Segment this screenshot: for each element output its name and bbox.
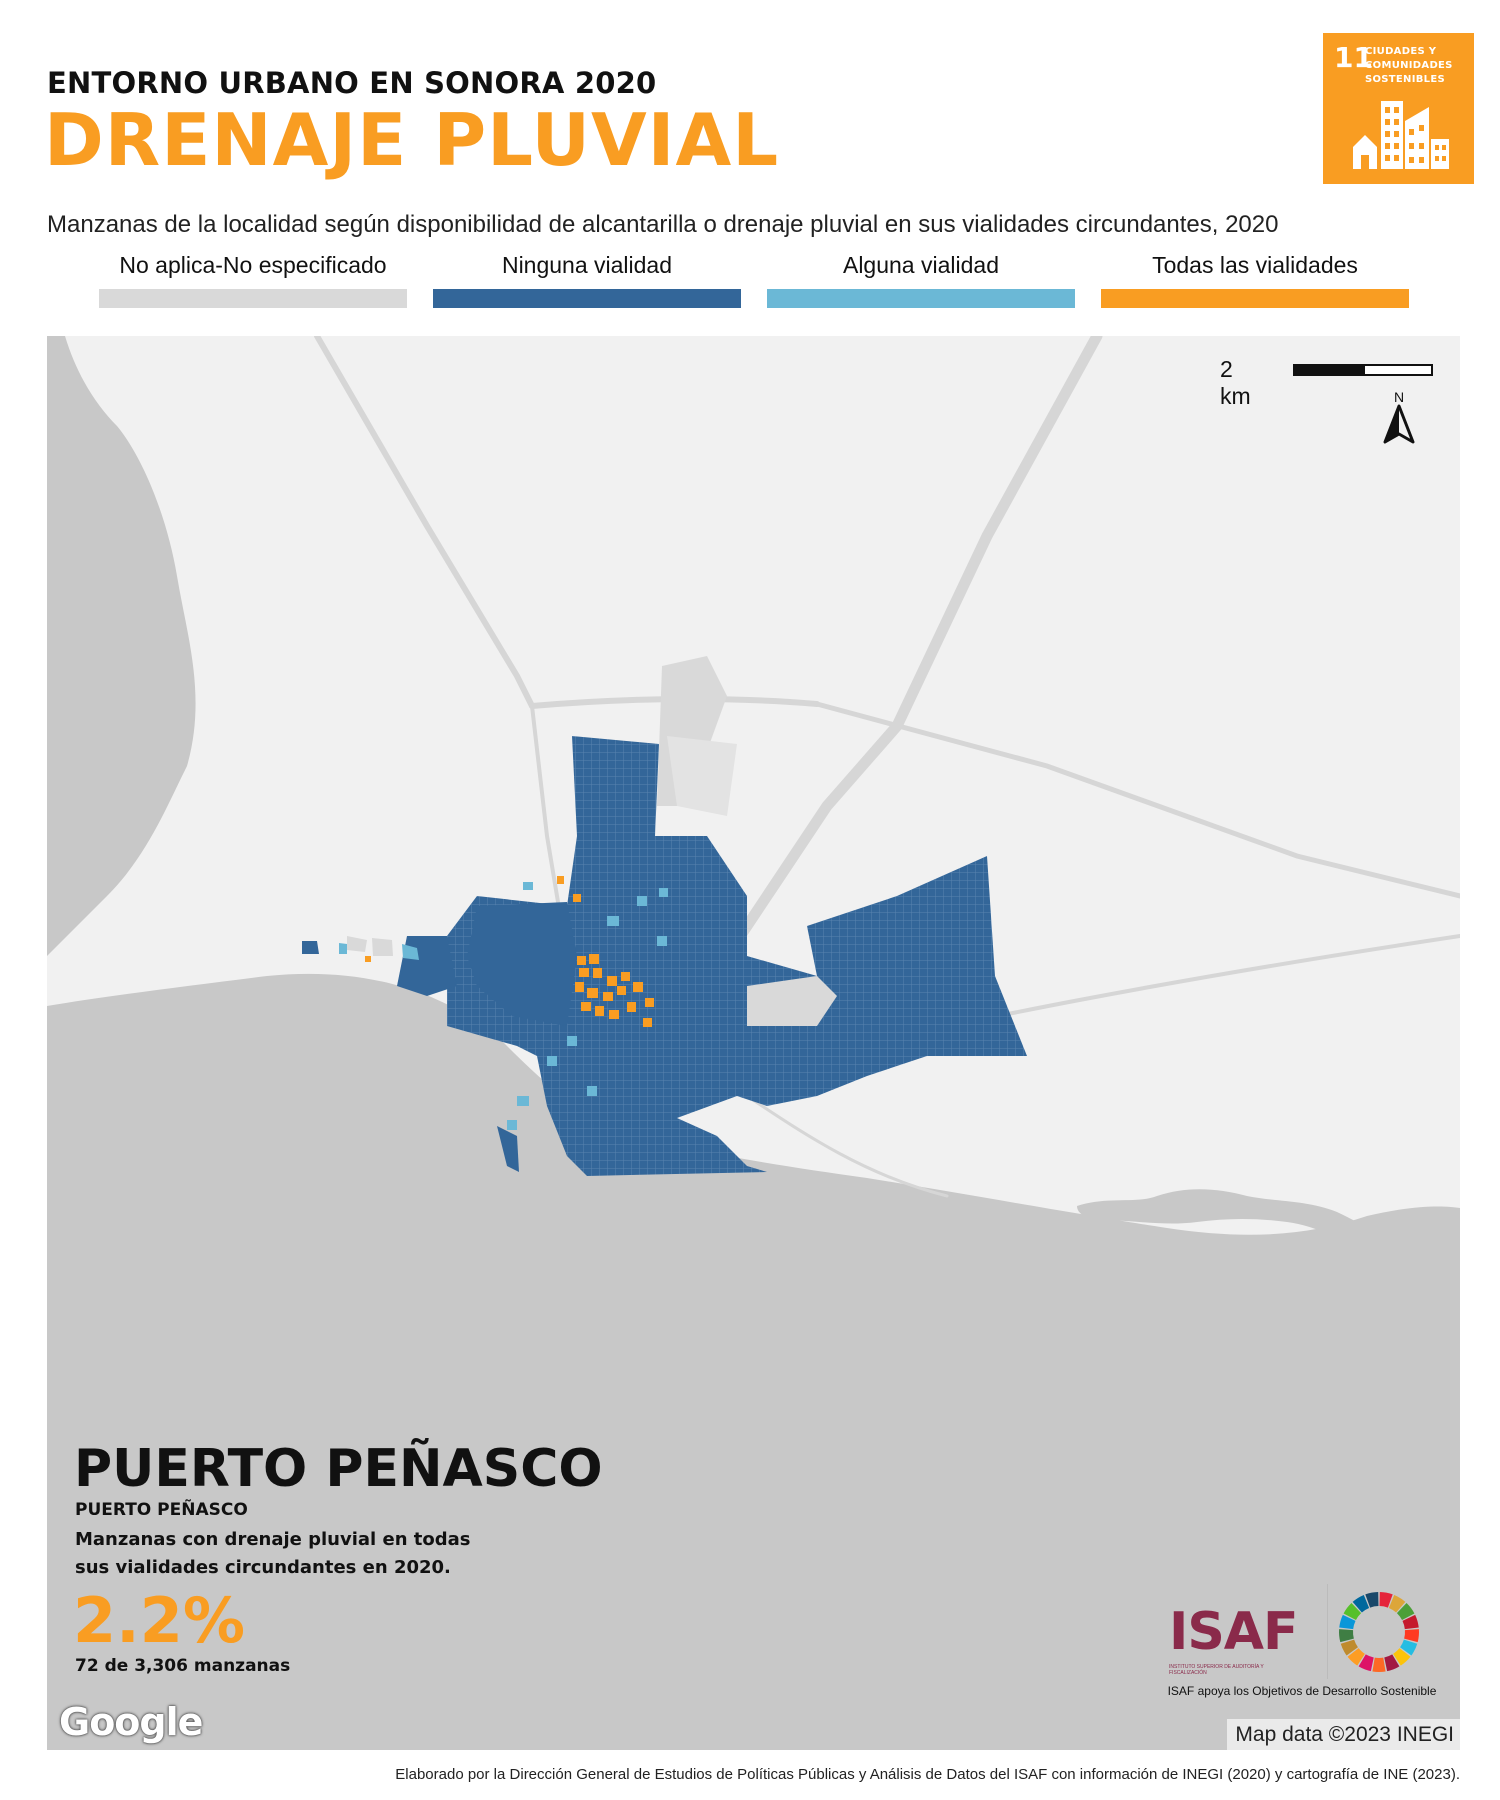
sdg-wheel-segment: [1340, 1639, 1358, 1656]
legend-label: Todas las vialidades: [1152, 252, 1358, 278]
municipality-name: PUERTO PEÑASCO: [75, 1500, 248, 1520]
map-attribution: Map data ©2023 INEGI: [1227, 1719, 1460, 1750]
sdg-wheel-segment: [1352, 1594, 1370, 1613]
sdg-wheel-segment: [1384, 1654, 1400, 1672]
map-basemap: [47, 336, 1460, 1750]
sdg-wheel-segment: [1358, 1654, 1374, 1672]
legend-label: Ninguna vialidad: [501, 252, 673, 278]
legend-item-no-aplica: No aplica-No especificado: [99, 252, 407, 312]
legend-swatch: [1101, 289, 1409, 308]
sdg-wheel-segment: [1339, 1629, 1354, 1643]
map-canvas[interactable]: 2 km N PUERTO PEÑASCO PUERTO PEÑASCO Man…: [47, 336, 1460, 1750]
sdg-wheel-segment: [1379, 1592, 1393, 1608]
north-arrow-icon: N: [1383, 390, 1415, 444]
sdg-wheel-segment: [1347, 1648, 1365, 1666]
sdg-wheel-segment: [1393, 1648, 1411, 1666]
legend-label: Alguna vialidad: [842, 252, 999, 278]
sdg-wheel-segment: [1365, 1592, 1379, 1608]
ods-11-badge: 11 CIUDADES Y COMUNIDADES SOSTENIBLES: [1323, 33, 1474, 184]
north-label: N: [1394, 390, 1404, 405]
ods-label: CIUDADES Y COMUNIDADES SOSTENIBLES: [1365, 46, 1453, 85]
sdg-wheel-segment: [1339, 1614, 1356, 1630]
scale-label: 2 km: [1220, 356, 1251, 409]
sea-west: [47, 336, 196, 956]
ods-number: 11: [1334, 41, 1373, 74]
legend-item-todas: Todas las vialidades: [1101, 252, 1409, 312]
indicator-count: 72 de 3,306 manzanas: [75, 1656, 291, 1676]
logo-divider: [1327, 1584, 1328, 1679]
sdg-wheel-segment: [1396, 1602, 1415, 1620]
isaf-logo-subtext: INSTITUTO SUPERIOR DE AUDITORÍA Y FISCAL…: [1169, 1664, 1264, 1676]
legend-item-alguna: Alguna vialidad: [767, 252, 1075, 312]
city-buildings-icon: [1353, 101, 1449, 169]
locality-name: PUERTO PEÑASCO: [74, 1439, 603, 1499]
logos-caption: ISAF apoya los Objetivos de Desarrollo S…: [1167, 1684, 1437, 1698]
isaf-logo: ISAF: [1169, 1602, 1299, 1662]
sdg-wheel-segment: [1402, 1614, 1419, 1630]
map-subtitle: Manzanas de la localidad según disponibi…: [47, 211, 1279, 238]
sdg-wheel-segment: [1404, 1629, 1419, 1643]
page-title: DRENAJE PLUVIAL: [44, 98, 780, 182]
sdg-wheel-segment: [1343, 1602, 1362, 1620]
footer-credit: Elaborado por la Dirección General de Es…: [395, 1766, 1460, 1783]
google-logo: Google: [59, 1700, 203, 1744]
estuary-east: [1077, 1189, 1460, 1296]
sdg-wheel-icon: [1339, 1592, 1419, 1672]
sdg-wheel-segment: [1372, 1657, 1386, 1672]
legend-swatch: [767, 289, 1075, 308]
legend-swatch: [99, 289, 407, 308]
indicator-percentage: 2.2%: [73, 1584, 245, 1657]
indicator-description: Manzanas con drenaje pluvial en todas su…: [75, 1529, 471, 1578]
isaf-ods-logos: ISAF INSTITUTO SUPERIOR DE AUDITORÍA Y F…: [1157, 1584, 1437, 1698]
sdg-wheel-segment: [1388, 1594, 1406, 1613]
scale-bar-graphic: [1293, 364, 1433, 376]
legend-item-ninguna: Ninguna vialidad: [433, 252, 741, 312]
sea-south: [47, 973, 1460, 1750]
legend-swatch: [433, 289, 741, 308]
sdg-wheel-segment: [1400, 1639, 1418, 1656]
urban-blocks: [302, 656, 1027, 1176]
super-title: ENTORNO URBANO EN SONORA 2020: [47, 66, 657, 100]
legend: No aplica-No especificado Ninguna vialid…: [99, 252, 1409, 312]
legend-label: No aplica-No especificado: [119, 252, 387, 278]
